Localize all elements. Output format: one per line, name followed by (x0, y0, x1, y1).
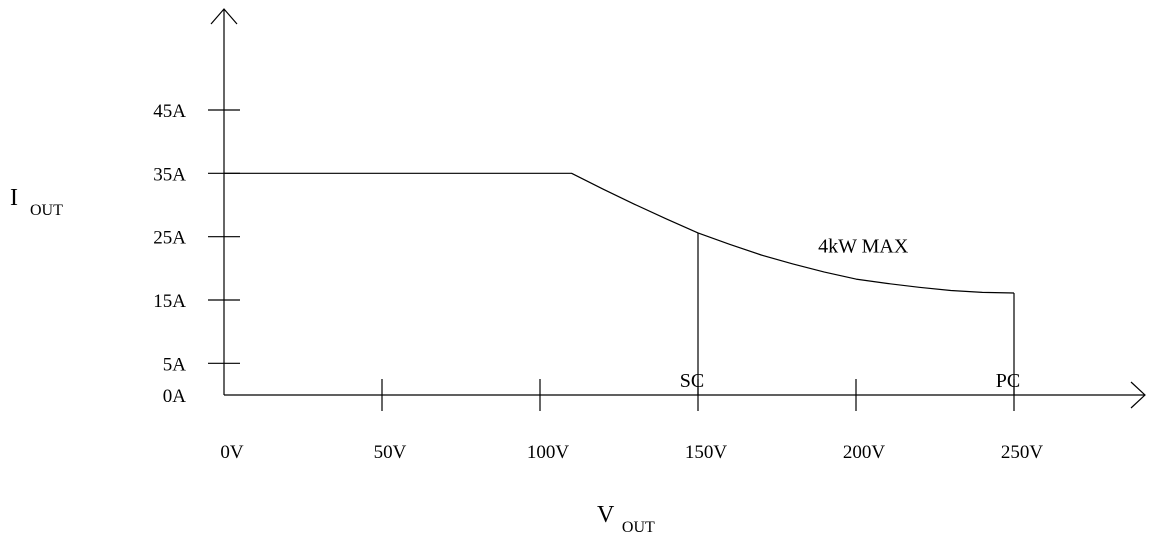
y-tick-label: 0A (163, 386, 187, 407)
x-tick-label: 200V (843, 442, 886, 463)
x-ticks: 0V 50V 100V 150V 200V 250V (220, 379, 1043, 463)
annotations-group: 4kW MAX (818, 236, 909, 258)
y-tick-label: 35A (153, 164, 186, 185)
series-group (224, 172, 1015, 294)
x-axis-label: V OUT (597, 502, 655, 536)
y-tick-label: 25A (153, 228, 186, 249)
x-tick-label: 50V (374, 442, 407, 463)
y-tick-label: 5A (163, 354, 187, 375)
x-axis-arrow (1130, 381, 1146, 409)
x-axis-label-main: V (597, 502, 615, 528)
annotation-label: 4kW MAX (818, 236, 909, 258)
x-axis-label-sub: OUT (622, 519, 655, 536)
x-tick-label: 0V (220, 442, 244, 463)
verticals-group: SC PC (680, 232, 1020, 395)
x-tick-label: 250V (1001, 442, 1044, 463)
y-axis-label: I OUT (10, 185, 63, 219)
y-axis-arrow (210, 8, 238, 25)
vertical-label: PC (996, 370, 1020, 392)
x-tick-label: 100V (527, 442, 570, 463)
y-ticks: 0A 5A 15A 25A 35A 45A (153, 101, 240, 407)
series-line (224, 172, 1015, 294)
axes (210, 8, 1146, 409)
x-tick-label: 150V (685, 442, 728, 463)
y-axis-label-main: I (10, 185, 18, 211)
y-tick-label: 15A (153, 291, 186, 312)
vertical-label: SC (680, 370, 704, 392)
y-tick-label: 45A (153, 101, 186, 122)
y-axis-label-sub: OUT (30, 202, 63, 219)
